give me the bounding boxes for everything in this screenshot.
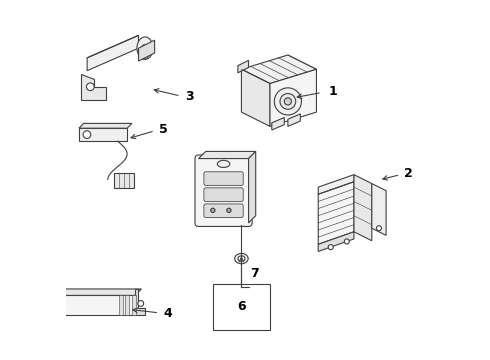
FancyBboxPatch shape	[204, 204, 243, 217]
Text: 5: 5	[159, 123, 167, 136]
Text: 6: 6	[237, 300, 246, 313]
Circle shape	[376, 226, 381, 231]
Circle shape	[280, 94, 296, 109]
Text: 7: 7	[250, 267, 259, 280]
Polygon shape	[354, 175, 372, 241]
Ellipse shape	[137, 37, 153, 59]
Polygon shape	[288, 114, 300, 126]
Circle shape	[47, 298, 53, 305]
Polygon shape	[270, 69, 317, 126]
Circle shape	[211, 208, 215, 212]
Circle shape	[274, 88, 301, 115]
Polygon shape	[87, 35, 139, 71]
Text: 4: 4	[164, 307, 172, 320]
Polygon shape	[198, 152, 256, 158]
Text: 3: 3	[185, 90, 194, 103]
FancyBboxPatch shape	[195, 155, 252, 226]
Ellipse shape	[235, 253, 248, 264]
Polygon shape	[79, 123, 132, 128]
Circle shape	[86, 83, 94, 91]
Ellipse shape	[218, 160, 230, 167]
Circle shape	[83, 131, 91, 139]
Polygon shape	[114, 173, 134, 188]
Circle shape	[284, 98, 292, 105]
Polygon shape	[318, 175, 354, 194]
Circle shape	[138, 301, 144, 306]
FancyBboxPatch shape	[204, 188, 243, 202]
Circle shape	[328, 245, 333, 249]
Ellipse shape	[140, 44, 150, 59]
Polygon shape	[81, 74, 106, 100]
Polygon shape	[248, 152, 256, 223]
Polygon shape	[125, 296, 129, 315]
Polygon shape	[135, 289, 145, 315]
Polygon shape	[58, 296, 135, 315]
Circle shape	[344, 239, 349, 244]
Polygon shape	[272, 117, 284, 130]
Bar	[213, 284, 270, 330]
Polygon shape	[58, 289, 142, 296]
Polygon shape	[139, 40, 155, 61]
Polygon shape	[45, 289, 58, 315]
Text: 1: 1	[329, 85, 338, 98]
Ellipse shape	[238, 256, 245, 261]
FancyBboxPatch shape	[204, 172, 243, 185]
Polygon shape	[119, 296, 123, 315]
Polygon shape	[238, 60, 248, 73]
Polygon shape	[79, 128, 127, 141]
Polygon shape	[372, 184, 386, 235]
Polygon shape	[318, 182, 354, 244]
Polygon shape	[242, 55, 317, 84]
Circle shape	[227, 208, 231, 212]
Polygon shape	[318, 232, 354, 251]
Polygon shape	[132, 296, 136, 315]
Text: 2: 2	[404, 167, 413, 180]
Polygon shape	[242, 69, 270, 126]
